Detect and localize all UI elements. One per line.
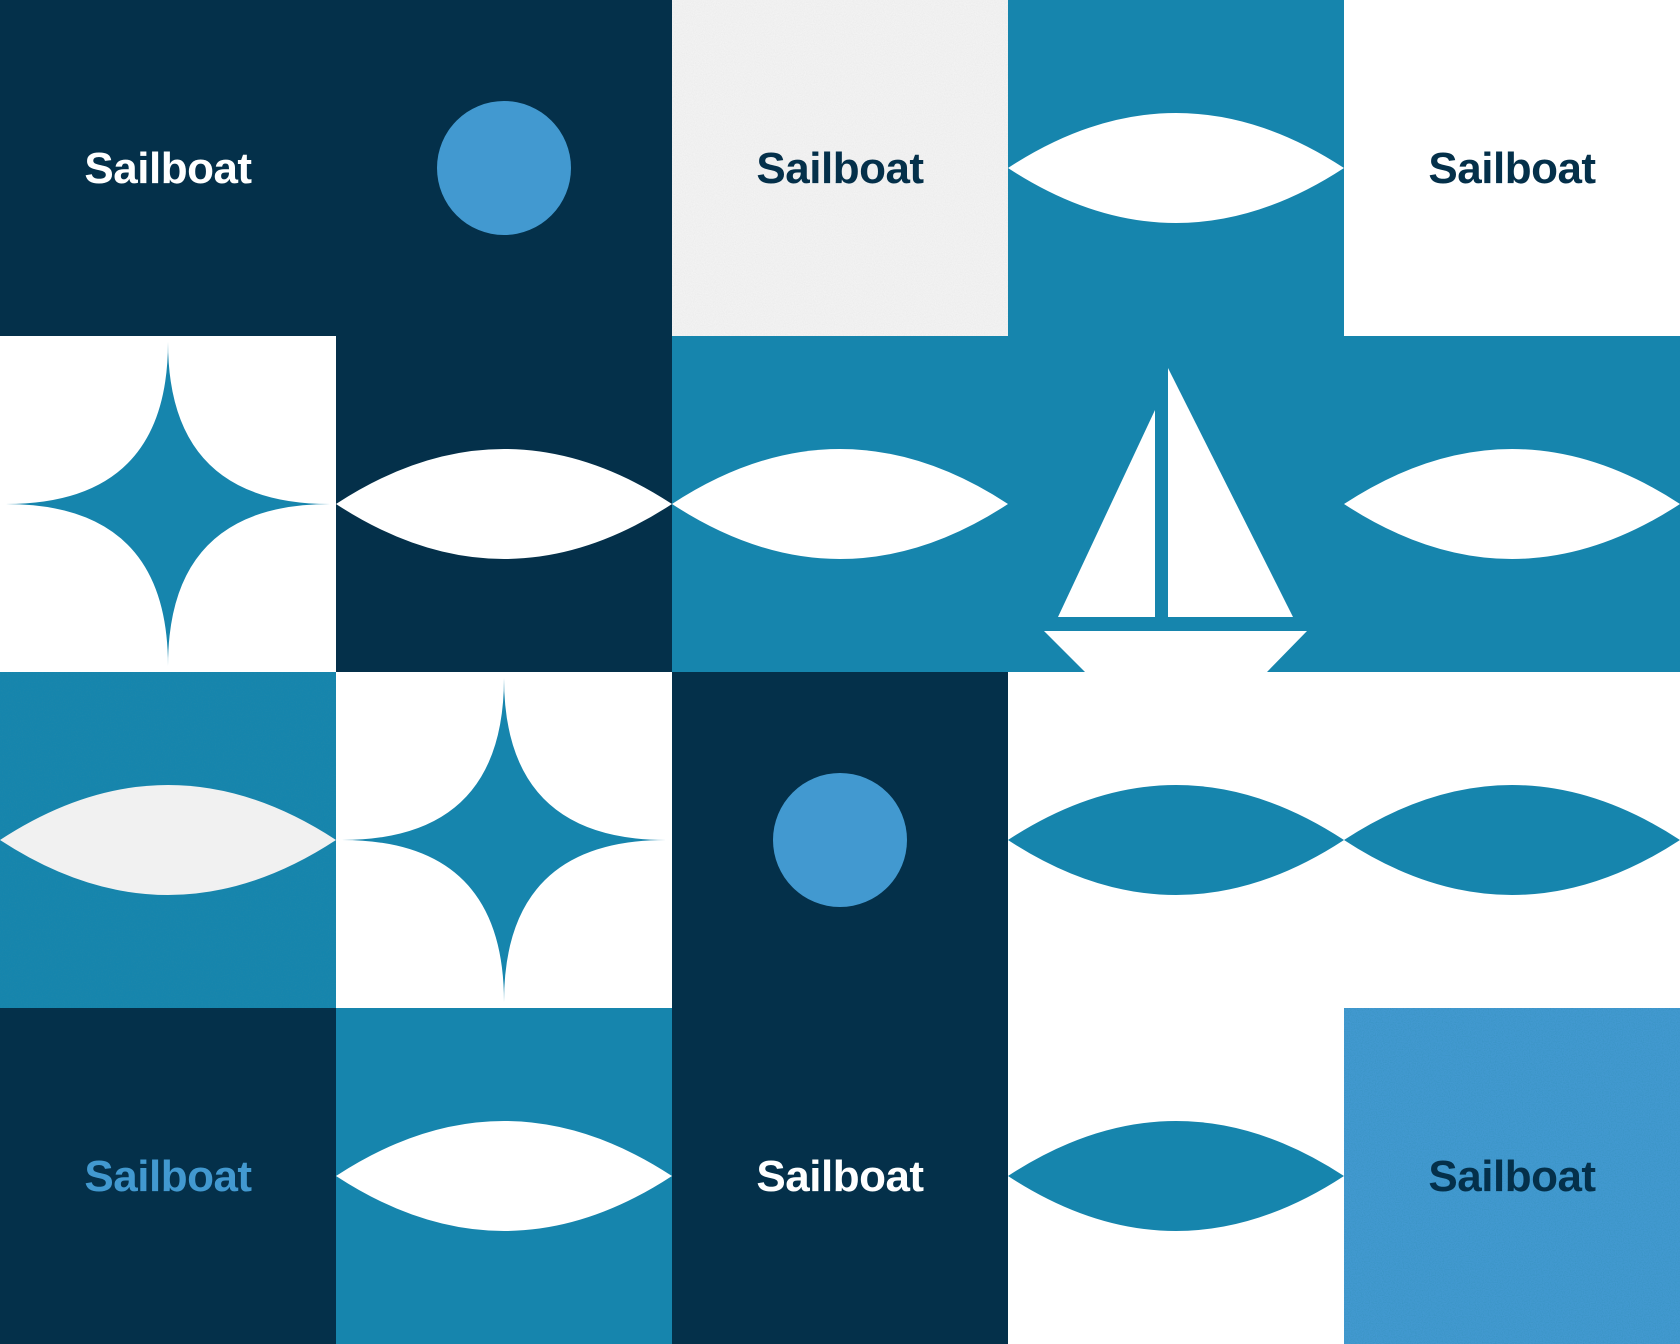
tile-r4c5-label: Sailboat — [1428, 1152, 1596, 1201]
tile-r1c3-label: Sailboat — [756, 144, 924, 193]
lens-wave-icon — [672, 449, 1008, 559]
tile-r1c5 — [1344, 0, 1680, 336]
lens-wave-icon — [336, 449, 672, 559]
sun-circle-icon — [437, 101, 571, 235]
four-point-star-icon — [6, 342, 330, 666]
lens-wave-icon — [1008, 1121, 1344, 1231]
tile-r1c5-label: Sailboat — [1428, 144, 1596, 193]
tile-r1c1-label: Sailboat — [84, 144, 252, 193]
lens-wave-icon — [1344, 785, 1680, 895]
tile-r4c1 — [0, 1008, 336, 1344]
tile-r1c1 — [0, 0, 336, 336]
tile-r4c3-label: Sailboat — [756, 1152, 924, 1201]
lens-wave-icon — [1344, 449, 1680, 559]
lens-wave-icon — [336, 1121, 672, 1231]
tile-r4c1-label: Sailboat — [84, 1152, 252, 1201]
four-point-star-icon — [342, 678, 666, 1002]
lens-wave-icon — [1008, 113, 1344, 223]
tile-r4c3 — [672, 1008, 1008, 1344]
sailboat-icon — [1044, 368, 1307, 672]
lens-wave-icon — [1008, 785, 1344, 895]
sun-circle-icon — [773, 773, 907, 907]
lens-wave-icon — [0, 785, 336, 895]
